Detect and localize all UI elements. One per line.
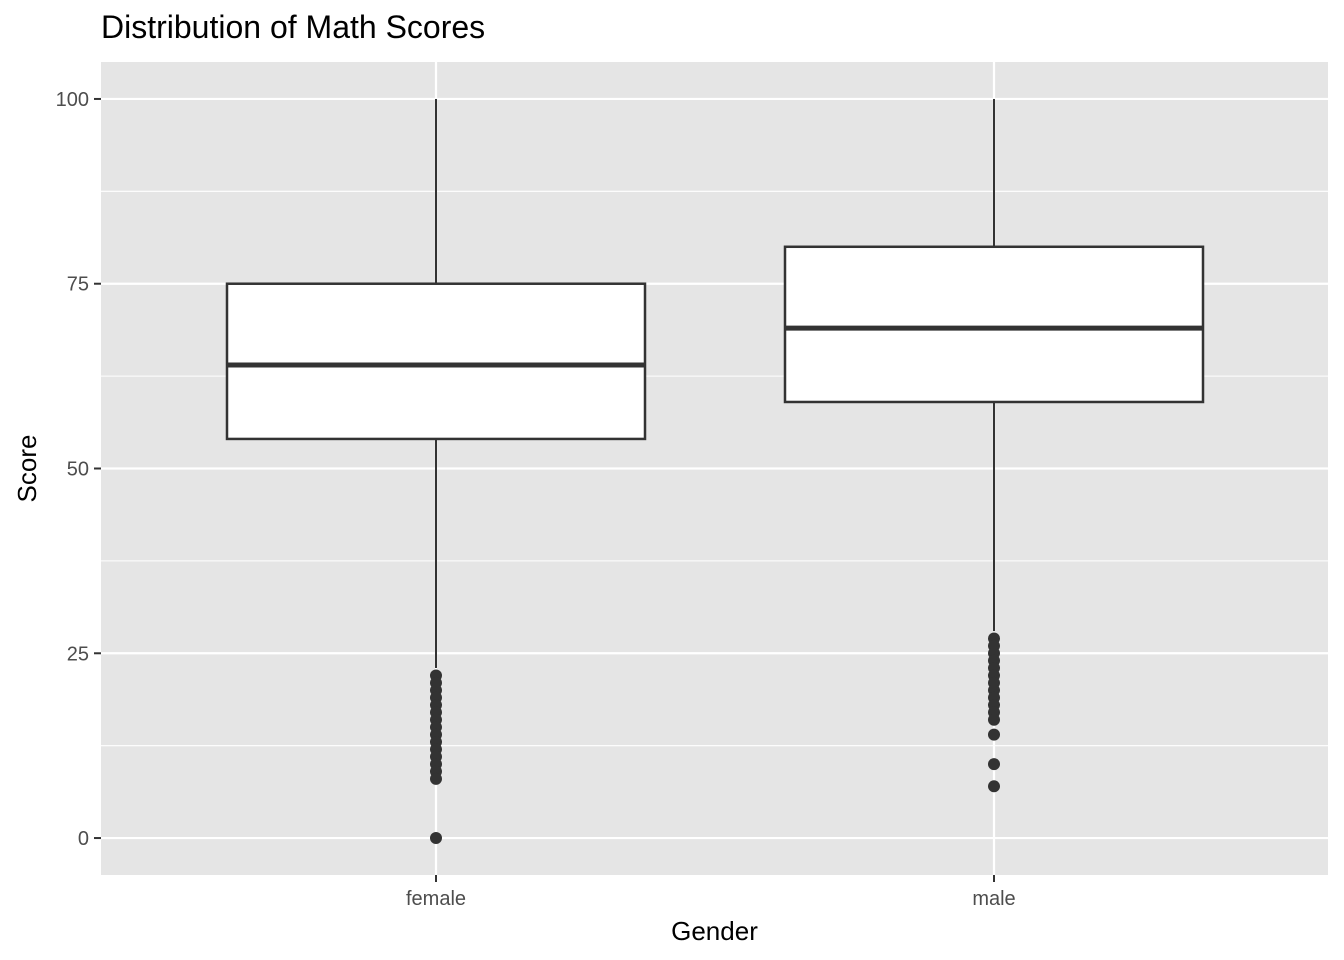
outlier-point <box>988 758 1000 771</box>
outlier-point <box>988 728 1000 741</box>
outlier-point <box>430 772 442 785</box>
x-tick-label: female <box>406 888 466 910</box>
box-female <box>225 98 647 845</box>
y-tick-label: 25 <box>67 643 89 665</box>
iqr-box <box>225 282 647 441</box>
chart-title: Distribution of Math Scores <box>101 9 485 45</box>
x-axis-title: Gender <box>671 916 758 946</box>
x-tick-label: male <box>972 888 1015 910</box>
boxes <box>225 98 1205 845</box>
y-tick-label: 0 <box>78 828 89 850</box>
outlier-point <box>430 832 442 845</box>
y-tick-label: 100 <box>56 89 89 111</box>
outlier-point <box>988 713 1000 726</box>
box-male <box>783 98 1205 793</box>
outlier-point <box>988 780 1000 793</box>
iqr-box <box>783 245 1205 404</box>
x-axis: female male <box>406 875 1016 910</box>
y-tick-label: 75 <box>67 274 89 296</box>
y-axis: 0 25 50 75 100 <box>56 89 101 850</box>
y-tick-label: 50 <box>67 459 89 481</box>
y-axis-title: Score <box>12 435 42 503</box>
